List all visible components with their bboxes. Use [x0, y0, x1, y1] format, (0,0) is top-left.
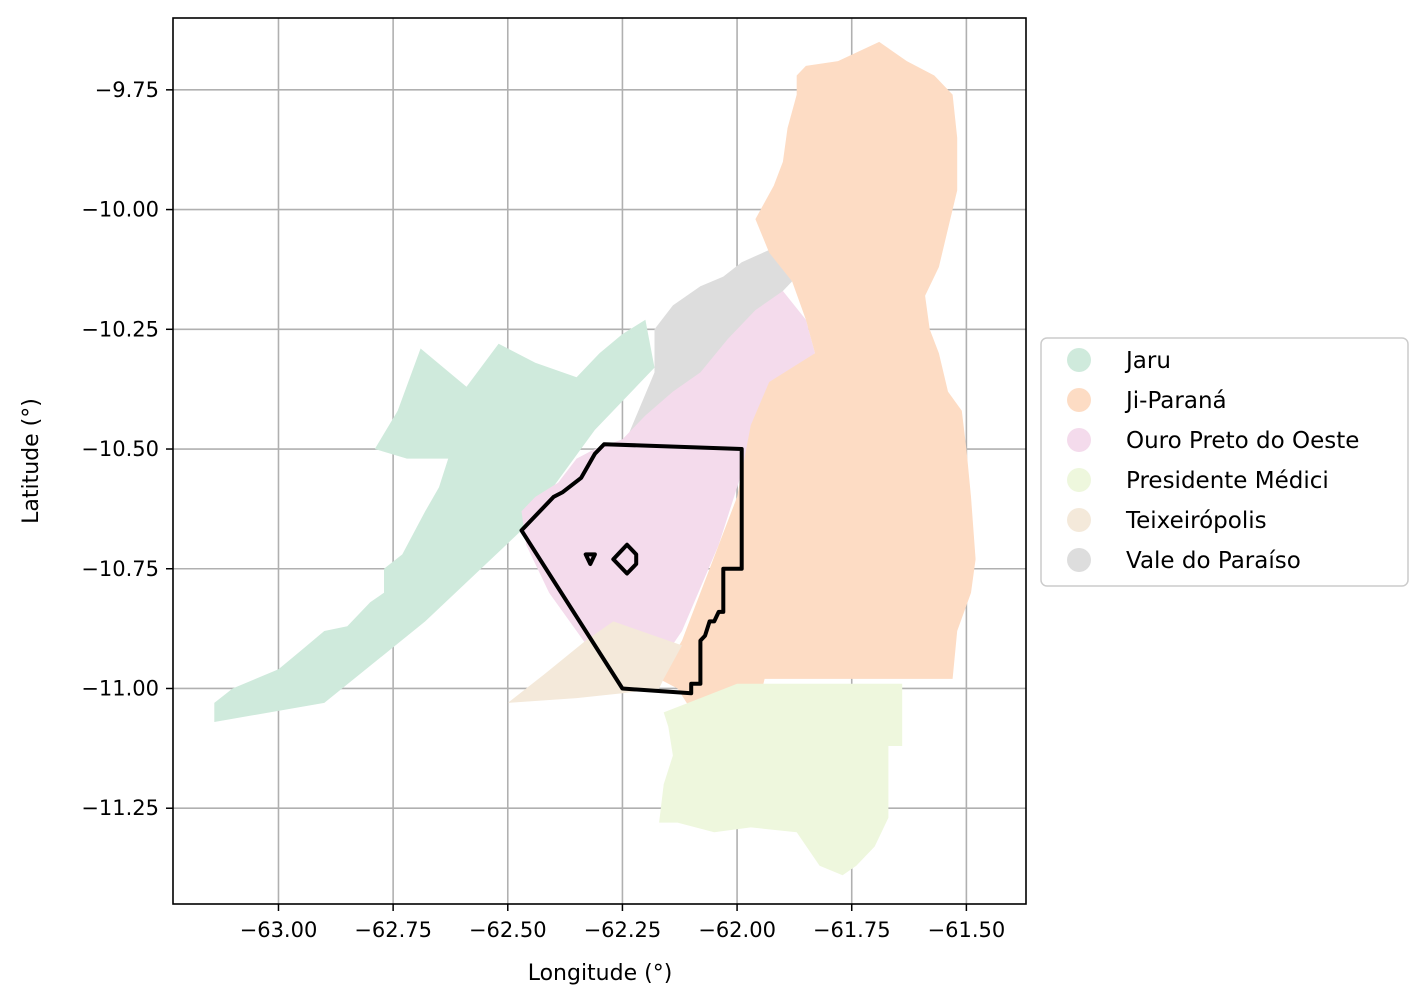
legend-marker-0 — [1067, 348, 1091, 372]
y-tick-label-0: −9.75 — [95, 78, 159, 102]
legend-marker-5 — [1067, 548, 1091, 572]
x-axis-ticks: −63.00 −62.75 −62.50 −62.25 −62.00 −61.75 −61.… — [240, 904, 1006, 942]
y-axis-ticks: −9.75 −10.00 −10.25 −10.50 −10.75 −11.00 −11.2… — [81, 78, 173, 820]
outline-polygon-2 — [583, 552, 597, 566]
legend-marker-3 — [1067, 468, 1091, 492]
legend-marker-4 — [1067, 508, 1091, 532]
region-ji-paran- — [659, 41, 976, 775]
outline-polygon-1 — [611, 542, 639, 576]
y-tick-label-5: −11.00 — [81, 676, 159, 700]
region-presidente-m-dici — [659, 683, 903, 876]
legend-label-2: Ouro Preto do Oeste — [1126, 428, 1359, 454]
x-tick-label-0: −63.00 — [240, 918, 318, 942]
region-jaru — [214, 319, 655, 722]
x-tick-label-3: −62.25 — [584, 918, 662, 942]
y-tick-label-1: −10.00 — [81, 198, 159, 222]
highlight-outline — [519, 442, 744, 696]
x-tick-label-4: −62.00 — [698, 918, 776, 942]
x-tick-label-2: −62.50 — [469, 918, 547, 942]
legend-box — [1040, 337, 1409, 587]
plot-frame — [172, 17, 1027, 905]
y-tick-label-2: −10.25 — [81, 317, 159, 341]
region-teixeir-polis — [507, 621, 682, 703]
legend-label-3: Presidente Médici — [1126, 468, 1329, 494]
legend-label-0: Jaru — [1124, 348, 1171, 374]
legend-label-5: Vale do Paraíso — [1126, 548, 1301, 574]
y-tick-label-6: −11.25 — [81, 796, 159, 820]
x-tick-label-5: −61.75 — [813, 918, 891, 942]
legend-label-4: Teixeirópolis — [1125, 508, 1267, 534]
x-tick-label-6: −61.50 — [928, 918, 1006, 942]
legend-label-1: Ji-Paraná — [1124, 388, 1227, 414]
x-tick-label-1: −62.75 — [354, 918, 432, 942]
legend-marker-2 — [1067, 428, 1091, 452]
legend: Jaru Ji-Paraná Ouro Preto do Oeste Presiden… — [1040, 337, 1409, 587]
x-axis-label: Longitude (°) — [528, 961, 673, 986]
y-tick-label-3: −10.50 — [81, 437, 159, 461]
legend-marker-1 — [1067, 388, 1091, 412]
y-axis-label: Latitude (°) — [19, 398, 44, 524]
region-ouro-preto-do-oeste — [521, 291, 815, 665]
outline-polygon-0 — [519, 442, 744, 696]
municipality-regions — [214, 41, 976, 876]
y-tick-label-4: −10.75 — [81, 557, 159, 581]
